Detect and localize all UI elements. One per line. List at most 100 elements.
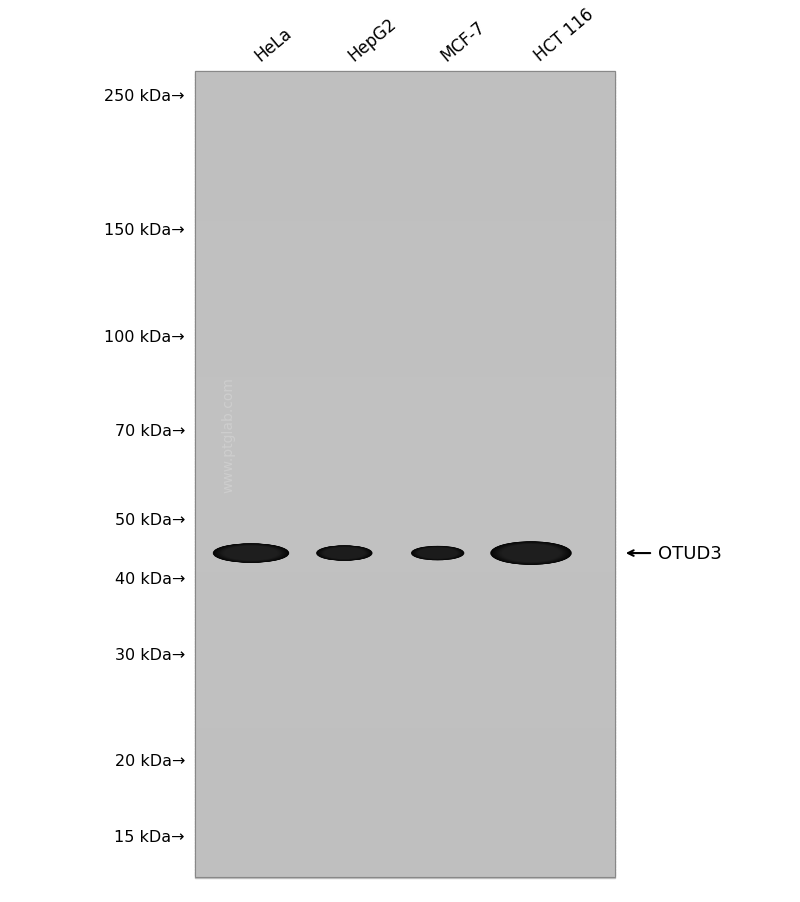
Ellipse shape	[417, 548, 458, 559]
Bar	[195, 356, 615, 360]
Bar	[195, 783, 615, 787]
Ellipse shape	[326, 548, 363, 558]
Ellipse shape	[419, 548, 456, 558]
Bar	[195, 488, 615, 492]
Ellipse shape	[224, 547, 278, 560]
Bar	[195, 123, 615, 126]
Bar	[195, 829, 615, 833]
Bar	[195, 853, 615, 857]
Ellipse shape	[420, 548, 456, 558]
Bar	[195, 152, 615, 156]
Ellipse shape	[414, 548, 462, 559]
Ellipse shape	[498, 544, 564, 563]
Text: 250 kDa→: 250 kDa→	[105, 88, 185, 104]
Bar	[195, 201, 615, 205]
Bar	[195, 276, 615, 280]
Bar	[195, 104, 615, 108]
Bar	[195, 496, 615, 500]
Bar	[195, 260, 615, 263]
Ellipse shape	[214, 545, 287, 562]
Ellipse shape	[321, 548, 368, 559]
Bar	[195, 400, 615, 403]
Bar	[195, 125, 615, 129]
Bar	[195, 112, 615, 115]
Text: 30 kDa→: 30 kDa→	[114, 647, 185, 662]
Bar	[195, 219, 615, 223]
Bar	[195, 538, 615, 543]
Bar	[195, 756, 615, 760]
Text: 15 kDa→: 15 kDa→	[114, 829, 185, 844]
Bar	[195, 265, 615, 269]
Bar	[195, 222, 615, 226]
Ellipse shape	[506, 546, 557, 561]
Ellipse shape	[322, 548, 367, 559]
Ellipse shape	[223, 547, 278, 560]
Bar	[195, 799, 615, 803]
Bar	[195, 362, 615, 365]
Bar	[195, 214, 615, 218]
Bar	[195, 426, 615, 430]
Ellipse shape	[317, 547, 372, 560]
Ellipse shape	[501, 545, 561, 562]
Bar	[195, 466, 615, 470]
Bar	[195, 568, 615, 572]
Bar	[195, 788, 615, 792]
Text: 50 kDa→: 50 kDa→	[114, 512, 185, 528]
Bar	[195, 579, 615, 583]
Ellipse shape	[321, 548, 368, 559]
Bar	[195, 636, 615, 640]
Bar	[195, 563, 615, 566]
Ellipse shape	[506, 546, 556, 561]
Ellipse shape	[421, 548, 454, 558]
Bar	[195, 557, 615, 561]
Bar	[195, 216, 615, 220]
Bar	[195, 587, 615, 591]
Text: 20 kDa→: 20 kDa→	[114, 753, 185, 769]
Bar	[195, 287, 615, 290]
Bar	[195, 416, 615, 419]
Bar	[195, 474, 615, 478]
Ellipse shape	[415, 548, 460, 559]
Bar	[195, 536, 615, 540]
Ellipse shape	[505, 546, 558, 561]
Ellipse shape	[320, 548, 369, 560]
Ellipse shape	[502, 545, 561, 562]
Bar	[195, 88, 615, 92]
Ellipse shape	[497, 544, 566, 563]
Ellipse shape	[224, 547, 278, 560]
Bar	[195, 697, 615, 701]
Text: HCT 116: HCT 116	[531, 5, 597, 65]
Bar	[195, 354, 615, 357]
Ellipse shape	[223, 547, 279, 561]
Bar	[195, 204, 615, 207]
Bar	[195, 343, 615, 346]
Ellipse shape	[493, 543, 570, 564]
Bar	[195, 185, 615, 189]
Bar	[195, 394, 615, 398]
Ellipse shape	[317, 547, 371, 560]
Bar	[195, 603, 615, 607]
Ellipse shape	[216, 545, 286, 562]
Bar	[195, 290, 615, 293]
Bar	[195, 386, 615, 390]
Ellipse shape	[218, 546, 284, 562]
Bar	[195, 711, 615, 714]
Ellipse shape	[321, 548, 368, 560]
Bar	[195, 856, 615, 860]
Bar	[195, 743, 615, 747]
Ellipse shape	[325, 548, 364, 559]
Bar	[195, 208, 615, 213]
Ellipse shape	[222, 546, 280, 561]
Bar	[195, 72, 615, 76]
Bar	[195, 786, 615, 789]
Bar	[195, 464, 615, 467]
Bar	[195, 681, 615, 685]
Bar	[195, 233, 615, 236]
Bar	[195, 794, 615, 797]
Ellipse shape	[326, 548, 362, 558]
Bar	[195, 254, 615, 258]
Bar	[195, 300, 615, 304]
Bar	[195, 640, 615, 645]
Ellipse shape	[494, 543, 567, 564]
Ellipse shape	[217, 545, 285, 562]
